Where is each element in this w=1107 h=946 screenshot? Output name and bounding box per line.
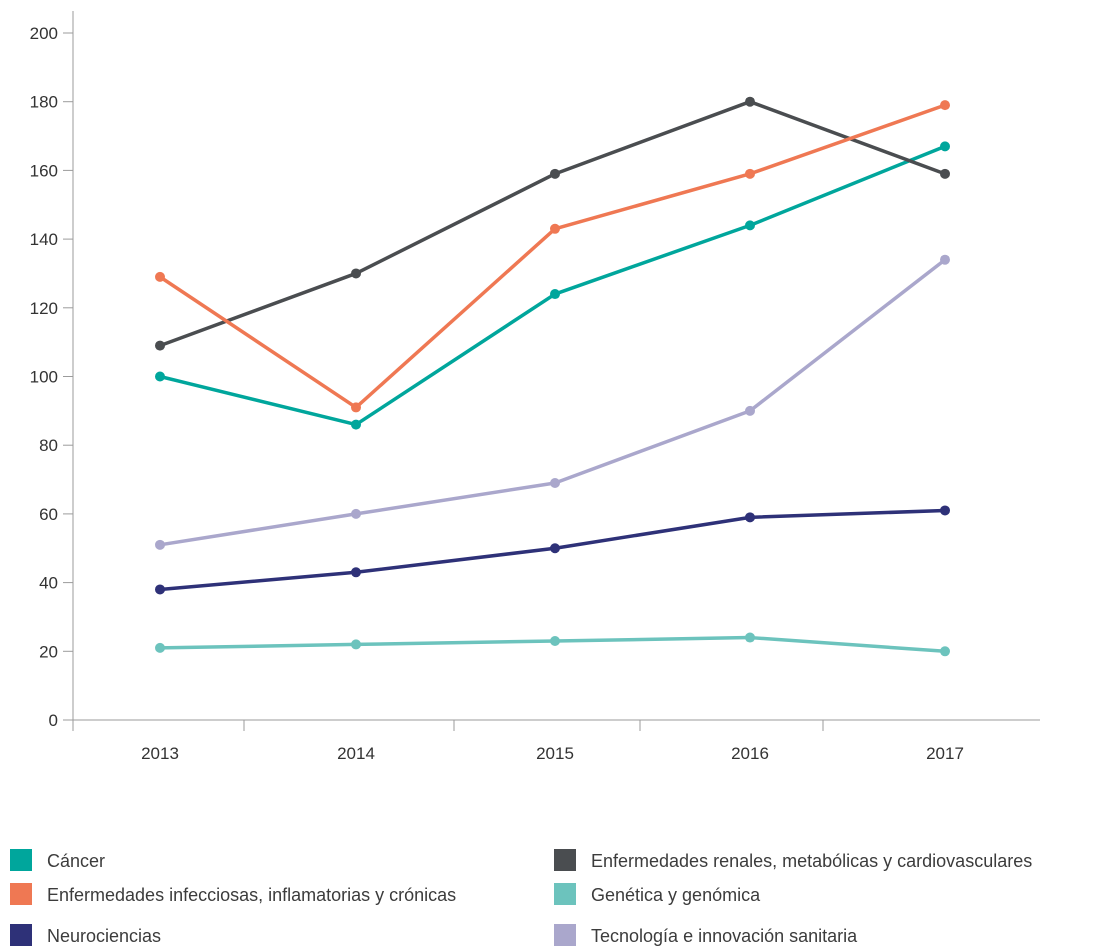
y-tick-label: 40 xyxy=(39,574,58,593)
data-point xyxy=(745,220,755,231)
data-point xyxy=(550,543,560,554)
x-tick-label: 2015 xyxy=(536,744,574,763)
y-tick-label: 120 xyxy=(30,299,58,318)
series-3 xyxy=(155,632,950,657)
series-5 xyxy=(155,254,950,550)
y-tick-label: 140 xyxy=(30,230,58,249)
legend-label: Tecnología e innovación sanitaria xyxy=(591,926,858,946)
legend-label: Enfermedades renales, metabólicas y card… xyxy=(591,851,1032,871)
legend: Cáncer Enfermedades renales, metabólicas … xyxy=(10,849,1032,946)
series-0 xyxy=(155,141,950,430)
data-point xyxy=(155,371,165,382)
data-point xyxy=(155,340,165,351)
data-point xyxy=(745,512,755,523)
y-tick-label: 160 xyxy=(30,161,58,180)
y-tick-label: 0 xyxy=(49,711,58,730)
legend-swatch xyxy=(554,883,576,905)
legend-label: Neurociencias xyxy=(47,926,161,946)
data-point xyxy=(155,642,165,653)
data-point xyxy=(351,402,361,413)
data-point xyxy=(940,141,950,152)
data-point xyxy=(351,508,361,519)
legend-swatch xyxy=(554,924,576,946)
plot-area xyxy=(155,96,950,657)
y-axis: 0 20 40 60 80 100 120 140 160 180 200 xyxy=(30,11,74,731)
legend-label: Enfermedades infecciosas, inflamatorias … xyxy=(47,885,456,905)
data-point xyxy=(550,168,560,179)
legend-swatch xyxy=(10,883,32,905)
y-tick-label: 80 xyxy=(39,436,58,455)
data-point xyxy=(351,567,361,578)
y-tick-label: 200 xyxy=(30,24,58,43)
y-axis-ticks: 0 20 40 60 80 100 120 140 160 180 200 xyxy=(30,24,73,730)
y-tick-label: 180 xyxy=(30,93,58,112)
series-2 xyxy=(155,100,950,413)
legend-swatch xyxy=(10,924,32,946)
data-point xyxy=(550,635,560,646)
x-tick-label: 2013 xyxy=(141,744,179,763)
x-tick-label: 2017 xyxy=(926,744,964,763)
data-point xyxy=(745,168,755,179)
legend-item: Enfermedades infecciosas, inflamatorias … xyxy=(10,883,456,905)
series-1 xyxy=(155,96,950,351)
x-tick-label: 2014 xyxy=(337,744,375,763)
data-point xyxy=(745,632,755,643)
data-point xyxy=(351,419,361,430)
legend-label: Cáncer xyxy=(47,851,105,871)
legend-item: Neurociencias xyxy=(10,924,161,946)
legend-item: Genética y genómica xyxy=(554,883,761,905)
legend-item: Enfermedades renales, metabólicas y card… xyxy=(554,849,1032,871)
legend-swatch xyxy=(10,849,32,871)
legend-item: Tecnología e innovación sanitaria xyxy=(554,924,858,946)
legend-label: Genética y genómica xyxy=(591,885,761,905)
data-point xyxy=(745,96,755,107)
x-axis-ticks: 2013 2014 2015 2016 2017 xyxy=(72,720,964,763)
x-axis: 2013 2014 2015 2016 2017 xyxy=(72,719,1040,763)
data-point xyxy=(940,168,950,179)
y-tick-label: 60 xyxy=(39,505,58,524)
data-point xyxy=(940,646,950,657)
data-point xyxy=(940,100,950,111)
x-tick-label: 2016 xyxy=(731,744,769,763)
series-line xyxy=(158,103,947,410)
data-point xyxy=(155,584,165,595)
data-point xyxy=(155,539,165,550)
y-tick-label: 20 xyxy=(39,642,58,661)
data-point xyxy=(550,223,560,234)
data-point xyxy=(940,505,950,516)
data-point xyxy=(351,268,361,279)
data-point xyxy=(940,254,950,265)
data-point xyxy=(550,289,560,300)
series-line xyxy=(158,99,947,348)
series-4 xyxy=(155,505,950,595)
legend-item: Cáncer xyxy=(10,849,105,871)
data-point xyxy=(550,477,560,488)
y-tick-label: 100 xyxy=(30,368,58,387)
series-line xyxy=(158,144,947,427)
data-point xyxy=(351,639,361,650)
data-point xyxy=(745,405,755,416)
legend-swatch xyxy=(554,849,576,871)
data-point xyxy=(155,271,165,282)
